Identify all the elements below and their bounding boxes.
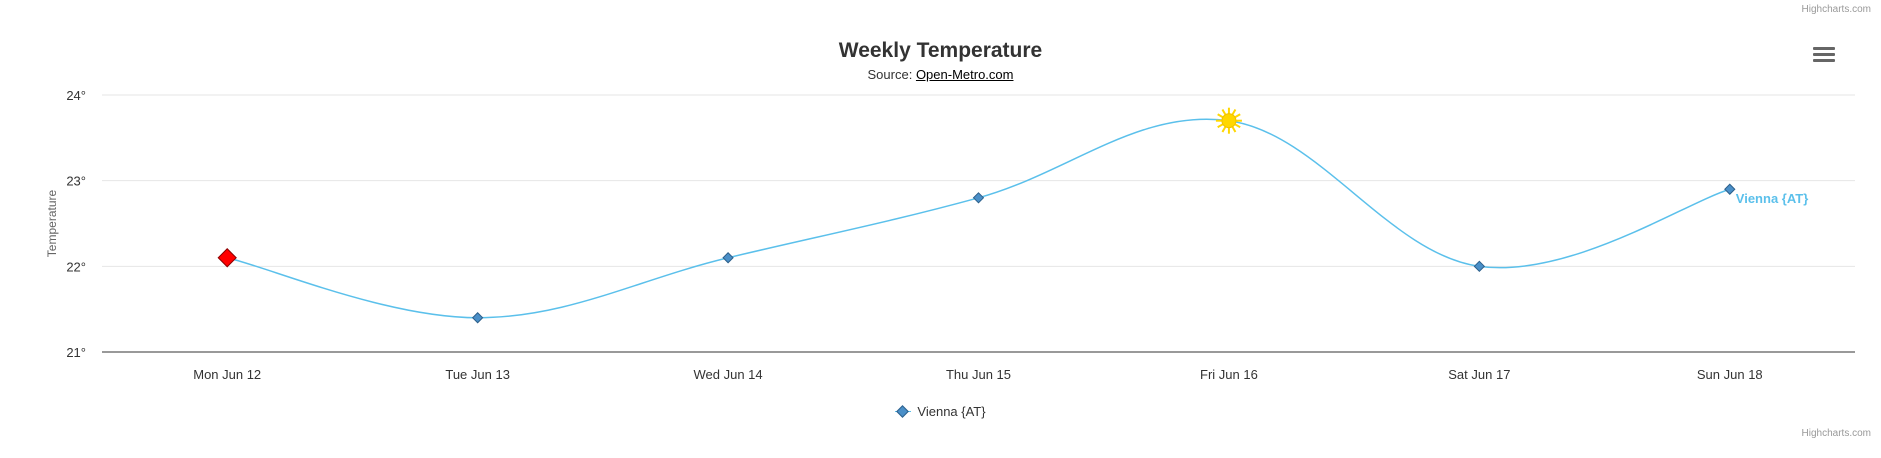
x-tick-label: Fri Jun 16 bbox=[1200, 367, 1258, 382]
point-marker bbox=[972, 192, 985, 204]
legend-line-icon bbox=[895, 405, 912, 418]
x-tick-label: Sun Jun 18 bbox=[1697, 367, 1763, 382]
point-marker bbox=[1724, 183, 1736, 195]
x-tick-label: Sat Jun 17 bbox=[1448, 367, 1510, 382]
series-line bbox=[227, 118, 1731, 319]
sun-ray bbox=[1217, 113, 1224, 119]
x-tick-label: Thu Jun 15 bbox=[946, 367, 1011, 382]
hamburger-menu-icon[interactable] bbox=[1813, 47, 1835, 67]
point-marker bbox=[471, 312, 484, 324]
sun-ray bbox=[1234, 123, 1241, 129]
sun-ray bbox=[1231, 108, 1237, 116]
sun-ray bbox=[1234, 113, 1241, 119]
legend-item-vienna[interactable]: Vienna {AT} bbox=[895, 404, 986, 419]
x-tick-label: Tue Jun 13 bbox=[445, 367, 510, 382]
y-axis-title: Temperature bbox=[45, 189, 59, 257]
sun-ray bbox=[1231, 126, 1237, 133]
y-tick-label: 22° bbox=[66, 259, 86, 274]
point-marker-red-diamond bbox=[217, 248, 237, 268]
chart-subtitle: Source: Open-Metro.com bbox=[0, 67, 1881, 82]
sun-icon bbox=[1215, 107, 1242, 134]
credits-link-bottom[interactable]: Highcharts.com bbox=[1801, 428, 1871, 439]
x-tick-label: Wed Jun 14 bbox=[694, 367, 763, 382]
legend: Vienna {AT} bbox=[0, 400, 1881, 419]
source-link[interactable]: Open-Metro.com bbox=[915, 67, 1014, 82]
y-tick-label: 24° bbox=[66, 88, 86, 103]
sun-ray bbox=[1217, 123, 1224, 129]
sun-ray bbox=[1221, 126, 1227, 133]
point-marker bbox=[1473, 260, 1486, 273]
sun-core bbox=[1221, 113, 1237, 129]
sun-ray bbox=[1221, 108, 1227, 116]
credits-link-top[interactable]: Highcharts.com bbox=[1801, 4, 1871, 15]
y-tick-label: 23° bbox=[66, 174, 86, 189]
x-tick-label: Mon Jun 12 bbox=[193, 367, 261, 382]
point-marker bbox=[722, 252, 734, 264]
y-tick-label: 21° bbox=[66, 345, 86, 360]
legend-diamond-icon bbox=[896, 405, 910, 418]
series-end-label: Vienna {AT} bbox=[1736, 191, 1808, 206]
chart-title: Weekly Temperature bbox=[838, 39, 1043, 62]
subtitle-prefix: Source: bbox=[867, 67, 916, 82]
legend-label: Vienna {AT} bbox=[917, 404, 986, 419]
